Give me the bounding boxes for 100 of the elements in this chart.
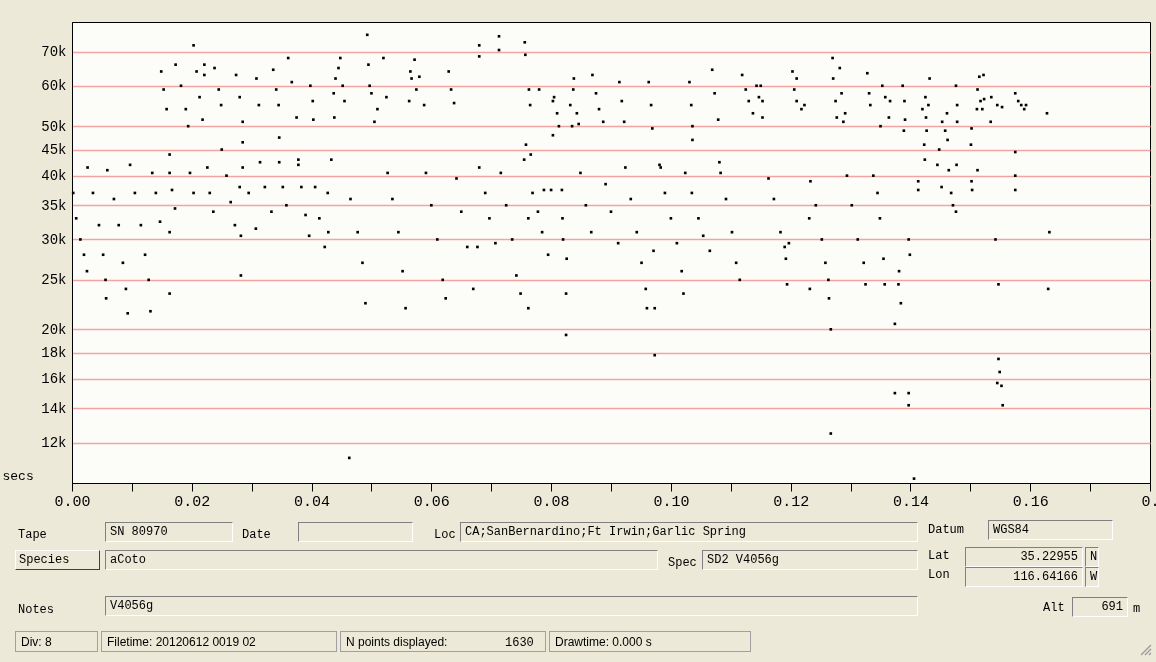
text: Alt <box>1043 601 1065 615</box>
point <box>883 283 887 286</box>
point <box>795 77 798 80</box>
button: Species <box>15 550 100 570</box>
point <box>997 283 1000 286</box>
text-field: 35.22955 <box>965 547 1083 567</box>
point <box>947 168 951 172</box>
point <box>807 216 811 220</box>
point <box>718 160 721 164</box>
point <box>274 88 278 91</box>
point <box>447 70 451 73</box>
point <box>820 238 824 241</box>
point <box>203 63 206 66</box>
x-tick-label: 0.16 <box>1012 493 1049 511</box>
y-tick-label: 45k <box>41 142 67 159</box>
text-field: V4056g <box>105 596 918 616</box>
point <box>341 84 345 88</box>
y-tick-label: 18k <box>41 345 67 362</box>
point <box>601 120 605 124</box>
point <box>856 238 860 241</box>
point <box>713 91 716 95</box>
text-field: aCoto <box>105 550 658 570</box>
x-tick-label: 0.04 <box>294 493 331 511</box>
y-tick-label: 40k <box>41 168 67 185</box>
text-field: W <box>1085 567 1099 587</box>
point <box>871 174 875 177</box>
point <box>367 63 370 66</box>
y-tick-label: 30k <box>41 231 67 248</box>
point <box>937 148 941 151</box>
x-tick-label: 0.14 <box>892 493 929 511</box>
point <box>1001 403 1004 407</box>
text: 1630 <box>505 636 534 650</box>
text-field: CA;SanBernardino;Ft Irwin;Garlic Spring <box>460 522 918 542</box>
point <box>835 116 839 119</box>
text-field: SN 80970 <box>105 522 233 542</box>
point <box>410 77 413 80</box>
point <box>186 124 190 128</box>
y-tick-label: 25k <box>41 272 67 289</box>
point <box>192 44 195 47</box>
x-tick-label: 0.02 <box>174 493 211 511</box>
point <box>791 70 794 73</box>
point <box>923 158 927 161</box>
point <box>928 77 931 80</box>
point <box>814 203 818 207</box>
point <box>880 84 884 88</box>
point <box>370 91 373 95</box>
text-field: N <box>1085 547 1099 567</box>
text-field: WGS84 <box>988 520 1113 540</box>
status-panel: Drawtime: 0.000 s <box>549 631 751 652</box>
point <box>977 75 981 79</box>
point <box>792 88 796 91</box>
text: Date <box>242 528 271 542</box>
point <box>295 116 298 119</box>
point <box>413 58 416 61</box>
y-tick-label: 60k <box>41 78 67 95</box>
text-field: SD2 V4056g <box>702 550 918 570</box>
point <box>477 44 481 47</box>
point <box>882 257 885 261</box>
point <box>716 118 720 121</box>
x-tick-label: 0.06 <box>413 493 450 511</box>
text: Notes <box>18 603 55 617</box>
point <box>901 84 904 88</box>
y-tick-label: 50k <box>41 118 67 135</box>
point <box>159 70 163 73</box>
x-tick-label: 0.08 <box>533 493 570 511</box>
point <box>162 88 165 91</box>
point <box>829 432 833 435</box>
point <box>255 77 258 80</box>
point <box>691 124 694 128</box>
point <box>862 261 866 265</box>
point <box>761 116 764 119</box>
y-tick-label: 20k <box>41 321 67 338</box>
point <box>1013 91 1017 95</box>
y-tick-label: 35k <box>41 197 67 214</box>
point <box>824 261 827 265</box>
point <box>477 55 481 58</box>
point <box>864 283 867 286</box>
point <box>829 328 833 331</box>
point <box>334 77 337 80</box>
point <box>651 127 654 130</box>
y-tick-label: 70k <box>41 44 67 61</box>
status-panel: Filetime: 20120612 0019 02 <box>101 631 337 652</box>
point <box>201 118 204 121</box>
point <box>907 403 910 407</box>
text: m <box>1133 602 1141 616</box>
point <box>710 68 714 72</box>
text: Loc <box>434 528 456 542</box>
status-panel: Div: 8 <box>15 631 98 652</box>
point <box>332 116 336 119</box>
x-tick-label: 0.00 <box>54 493 91 511</box>
text-field: 116.64166 <box>965 567 1083 587</box>
text-field: 691 <box>1072 597 1128 617</box>
point <box>368 84 371 88</box>
point <box>524 53 527 57</box>
point <box>976 168 979 172</box>
point <box>409 70 412 73</box>
point <box>529 153 533 156</box>
point <box>970 127 973 130</box>
text: Datum <box>928 523 965 537</box>
x-tick-label: 0.12 <box>773 493 810 511</box>
